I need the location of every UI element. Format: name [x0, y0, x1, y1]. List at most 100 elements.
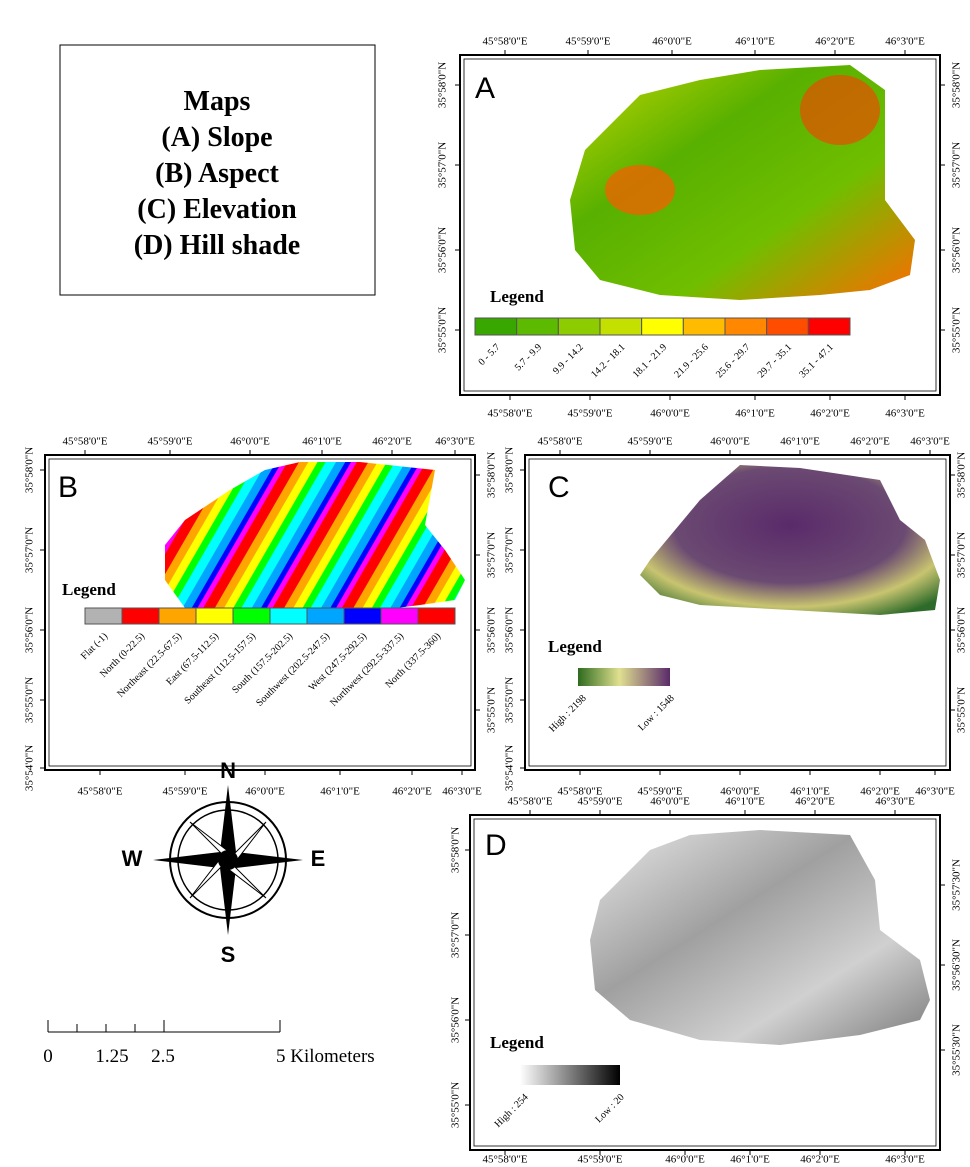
lon-tick-label: 46°3'0"E — [885, 36, 925, 48]
lat-tick-label: 35°57'0"N — [956, 532, 968, 578]
lon-tick-label: 46°2'0"E — [810, 408, 850, 420]
legend-swatch — [517, 318, 559, 335]
lon-tick-label: 46°1'0"E — [302, 436, 342, 448]
lon-tick-label: 45°58'0"E — [507, 796, 552, 808]
scale-label: 0 — [43, 1046, 53, 1067]
panel-label: A — [475, 72, 495, 105]
lon-tick-label: 45°58'0"E — [482, 1154, 527, 1166]
legend-swatch — [233, 608, 270, 624]
lon-tick-label: 46°0'0"E — [652, 36, 692, 48]
slope-patch — [800, 75, 880, 145]
lon-tick-label: 46°2'0"E — [815, 36, 855, 48]
lat-tick-label: 35°57'0"N — [437, 142, 449, 188]
lon-tick-label: 46°3'0"E — [875, 796, 915, 808]
lon-tick-label: 46°0'0"E — [650, 796, 690, 808]
legend-ramp — [520, 1065, 620, 1085]
lat-tick-label: 35°56'30"N — [951, 939, 963, 991]
lat-tick-label: 35°56'0"N — [486, 607, 498, 653]
lon-tick-label: 46°2'0"E — [372, 436, 412, 448]
panel-label: C — [548, 471, 570, 504]
lon-tick-label: 46°2'0"E — [392, 786, 432, 798]
lat-tick-label: 35°58'0"N — [951, 62, 963, 108]
title-line: (A) Slope — [161, 122, 272, 153]
legend-swatch — [642, 318, 684, 335]
legend-title: Legend — [490, 287, 544, 306]
legend-swatch — [767, 318, 809, 335]
lat-tick-label: 35°56'0"N — [504, 607, 516, 653]
lat-tick-label: 35°56'0"N — [956, 607, 968, 653]
figure: N S E W Maps(A) Slope(B) Aspect(C) Eleva… — [0, 0, 970, 1167]
lon-tick-label: 45°58'0"E — [487, 408, 532, 420]
scale-label: 5 Kilometers — [276, 1046, 375, 1067]
lat-tick-label: 35°55'0"N — [956, 687, 968, 733]
slope-patch — [605, 165, 675, 215]
lat-tick-label: 35°55'0"N — [450, 1082, 462, 1128]
panel-label: B — [58, 471, 78, 504]
panel-label: D — [485, 829, 507, 862]
lat-tick-label: 35°55'0"N — [437, 307, 449, 353]
lon-tick-label: 46°1'0"E — [735, 408, 775, 420]
lon-tick-label: 45°59'0"E — [162, 786, 207, 798]
lon-tick-label: 46°2'0"E — [850, 436, 890, 448]
title-line: Maps — [184, 86, 251, 117]
lat-tick-label: 35°58'0"N — [956, 452, 968, 498]
lat-tick-label: 35°57'30"N — [951, 859, 963, 911]
legend-swatch — [344, 608, 381, 624]
lon-tick-label: 46°1'0"E — [320, 786, 360, 798]
lat-tick-label: 35°56'0"N — [951, 227, 963, 273]
lon-tick-label: 45°59'0"E — [577, 1154, 622, 1166]
legend-swatch — [600, 318, 642, 335]
lon-tick-label: 45°59'0"E — [577, 796, 622, 808]
lon-tick-label: 46°0'0"E — [710, 436, 750, 448]
lat-tick-label: 35°58'0"N — [437, 62, 449, 108]
lon-tick-label: 46°3'0"E — [885, 1154, 925, 1166]
legend-swatch — [381, 608, 418, 624]
compass-w: W — [122, 846, 143, 871]
lat-tick-label: 35°58'0"N — [450, 827, 462, 873]
legend-title: Legend — [62, 580, 116, 599]
legend-swatch — [475, 318, 517, 335]
lon-tick-label: 46°0'0"E — [665, 1154, 705, 1166]
lon-tick-label: 46°3'0"E — [442, 786, 482, 798]
lon-tick-label: 45°58'0"E — [77, 786, 122, 798]
legend-title: Legend — [548, 637, 602, 656]
title-line: (D) Hill shade — [134, 230, 300, 261]
lon-tick-label: 45°58'0"E — [482, 36, 527, 48]
legend-swatch — [122, 608, 159, 624]
lon-tick-label: 46°0'0"E — [650, 408, 690, 420]
legend-swatch — [725, 318, 767, 335]
lat-tick-label: 35°55'0"N — [504, 677, 516, 723]
lon-tick-label: 46°3'0"E — [885, 408, 925, 420]
lon-tick-label: 46°1'0"E — [780, 436, 820, 448]
lat-tick-label: 35°56'0"N — [450, 997, 462, 1043]
lat-tick-label: 35°57'0"N — [504, 527, 516, 573]
lat-tick-label: 35°56'0"N — [437, 227, 449, 273]
lat-tick-label: 35°57'0"N — [951, 142, 963, 188]
lon-tick-label: 46°0'0"E — [245, 786, 285, 798]
lon-tick-label: 46°0'0"E — [230, 436, 270, 448]
lon-tick-label: 46°2'0"E — [795, 796, 835, 808]
lon-tick-label: 46°3'0"E — [435, 436, 475, 448]
lat-tick-label: 35°54'0"N — [24, 745, 36, 791]
lon-tick-label: 46°3'0"E — [910, 436, 950, 448]
compass-s: S — [221, 942, 236, 967]
lon-tick-label: 46°3'0"E — [915, 786, 955, 798]
lat-tick-label: 35°54'0"N — [504, 745, 516, 791]
lat-tick-label: 35°55'0"N — [486, 687, 498, 733]
legend-swatch — [85, 608, 122, 624]
lat-tick-label: 35°55'0"N — [24, 677, 36, 723]
legend-swatch — [683, 318, 725, 335]
legend-title: Legend — [490, 1033, 544, 1052]
scale-label: 2.5 — [151, 1046, 175, 1067]
lat-tick-label: 35°57'0"N — [486, 532, 498, 578]
lat-tick-label: 35°55'30"N — [951, 1024, 963, 1076]
lon-tick-label: 45°59'0"E — [565, 36, 610, 48]
lat-tick-label: 35°56'0"N — [24, 607, 36, 653]
lon-tick-label: 46°1'0"E — [725, 796, 765, 808]
compass-e: E — [311, 846, 326, 871]
legend-swatch — [159, 608, 196, 624]
lat-tick-label: 35°58'0"N — [486, 452, 498, 498]
lat-tick-label: 35°55'0"N — [951, 307, 963, 353]
lat-tick-label: 35°57'0"N — [450, 912, 462, 958]
title-line: (B) Aspect — [155, 158, 279, 189]
